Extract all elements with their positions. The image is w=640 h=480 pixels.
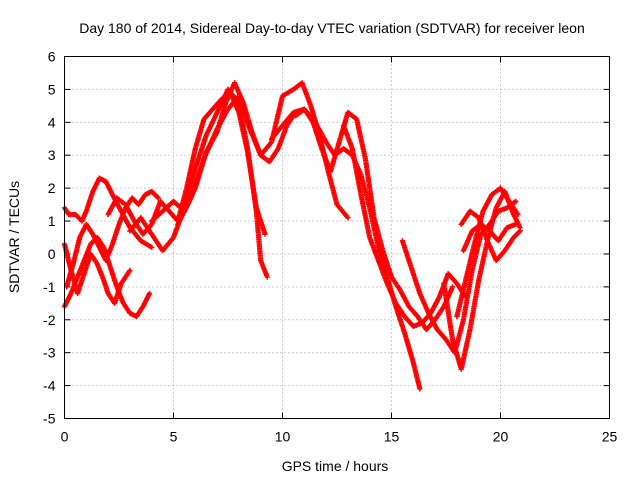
data-point (517, 228, 523, 234)
y-tick-label: 3 (48, 147, 56, 163)
satellite-track-14 (454, 185, 521, 320)
x-axis-label: GPS time / hours (282, 458, 389, 474)
x-tick-label: 10 (275, 429, 291, 445)
data-point (155, 195, 161, 201)
x-tick-label: 0 (61, 429, 69, 445)
y-tick-label: -1 (43, 279, 56, 295)
data-point (345, 215, 351, 221)
data-point (515, 211, 521, 218)
x-tick-label: 20 (493, 429, 509, 445)
satellite-track-15 (458, 208, 523, 264)
x-tick-label: 15 (384, 429, 400, 445)
y-tick-label: 1 (48, 213, 56, 229)
data-point (127, 267, 133, 274)
y-tick-label: -5 (43, 411, 56, 427)
y-tick-label: -4 (43, 378, 56, 394)
data-series (61, 80, 523, 392)
satellite-track-4 (61, 241, 133, 306)
x-tick-labels: 0 5 10 15 20 25 (61, 429, 618, 445)
satellite-track-10 (292, 106, 456, 333)
data-point (264, 274, 270, 280)
satellite-track-12 (399, 198, 519, 356)
satellite-track-3 (64, 188, 161, 290)
data-point (146, 290, 153, 297)
y-tick-label: 2 (48, 180, 56, 196)
data-point (262, 231, 268, 237)
data-point (513, 221, 519, 227)
x-tick-label: 25 (602, 429, 618, 445)
y-tick-label: 6 (48, 49, 56, 65)
satellite-track-16 (460, 221, 519, 254)
y-tick-label: 5 (48, 81, 56, 97)
y-tick-labels: -5 -4 -3 -2 -1 0 1 2 3 4 5 6 (43, 49, 56, 427)
data-point (513, 198, 519, 204)
x-tick-label: 5 (170, 429, 178, 445)
chart-title: Day 180 of 2014, Sidereal Day-to-day VTE… (79, 20, 585, 36)
data-point (149, 244, 155, 250)
y-tick-label: 0 (48, 246, 56, 262)
plot-frame (64, 56, 610, 419)
data-point (449, 284, 456, 290)
y-tick-label: -2 (43, 312, 56, 328)
y-tick-label: 4 (48, 114, 56, 130)
y-axis-label: SDTVAR / TECUs (6, 181, 22, 293)
data-point (417, 386, 423, 392)
y-tick-label: -3 (43, 345, 56, 361)
